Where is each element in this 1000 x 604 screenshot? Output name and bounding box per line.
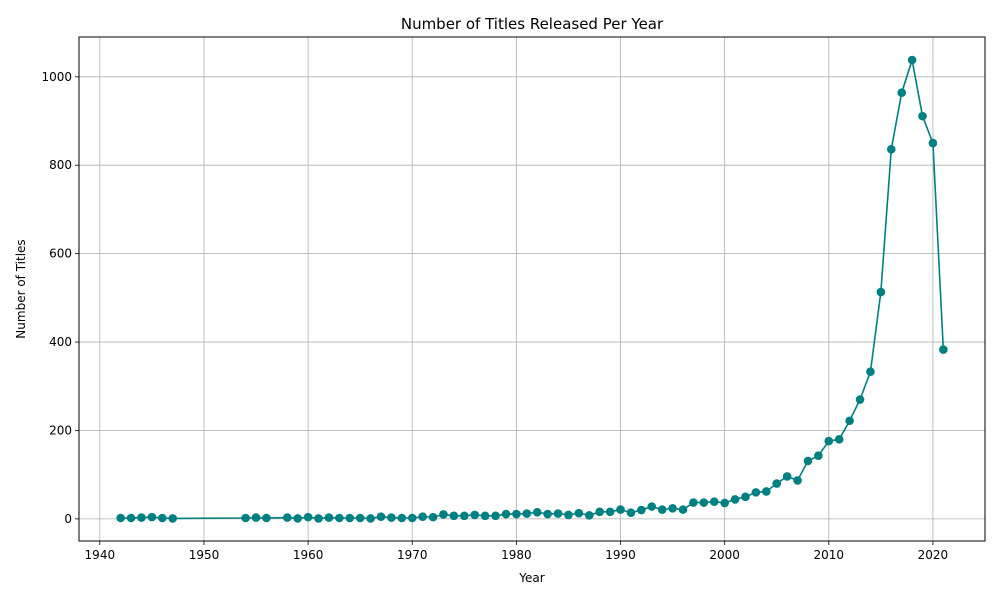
data-point bbox=[584, 511, 594, 520]
x-axis-label: Year bbox=[518, 571, 544, 585]
data-point bbox=[314, 514, 323, 523]
data-point bbox=[647, 502, 657, 511]
x-axis-ticks: 1940 1950 1960 1970 1980 1990 2000 2010 2020 bbox=[85, 541, 949, 562]
y-tick-label: 0 bbox=[64, 512, 72, 526]
data-point bbox=[855, 395, 865, 404]
data-point bbox=[678, 505, 688, 514]
data-point bbox=[918, 111, 927, 121]
data-point bbox=[689, 498, 698, 507]
data-point bbox=[460, 511, 469, 521]
grid-lines bbox=[79, 37, 985, 541]
x-tick-label: 1960 bbox=[293, 548, 324, 562]
data-point bbox=[814, 451, 823, 460]
data-point bbox=[720, 498, 729, 508]
data-point bbox=[928, 138, 938, 148]
data-point bbox=[741, 492, 750, 502]
data-point bbox=[126, 513, 136, 523]
data-point bbox=[730, 495, 740, 504]
data-point bbox=[574, 508, 584, 518]
data-point bbox=[491, 511, 500, 521]
data-point bbox=[657, 505, 667, 514]
y-tick-label: 400 bbox=[49, 335, 72, 349]
data-point bbox=[439, 510, 448, 519]
x-tick-label: 2000 bbox=[709, 548, 740, 562]
data-point bbox=[564, 510, 573, 520]
data-point bbox=[605, 507, 615, 517]
data-point bbox=[241, 513, 250, 523]
data-point bbox=[751, 488, 761, 497]
data-point bbox=[397, 513, 407, 523]
data-point bbox=[595, 507, 604, 517]
data-points bbox=[116, 55, 948, 523]
plot-area-frame bbox=[78, 36, 986, 542]
data-point bbox=[637, 505, 646, 515]
chart-title: Number of Titles Released Per Year bbox=[401, 15, 664, 33]
data-point bbox=[303, 512, 313, 522]
data-point bbox=[470, 510, 480, 520]
data-point bbox=[845, 416, 854, 426]
data-point bbox=[355, 513, 365, 523]
data-point bbox=[543, 509, 552, 519]
data-point bbox=[282, 513, 292, 522]
data-point bbox=[158, 513, 167, 523]
y-axis-ticks: 0 200 400 600 800 1000 bbox=[41, 70, 79, 526]
y-tick-label: 800 bbox=[49, 158, 72, 172]
data-point bbox=[512, 509, 521, 519]
data-point bbox=[387, 513, 396, 522]
data-point bbox=[553, 509, 563, 518]
x-tick-label: 1940 bbox=[85, 548, 116, 562]
y-tick-label: 200 bbox=[49, 423, 72, 437]
x-tick-label: 1990 bbox=[605, 548, 636, 562]
data-point bbox=[147, 512, 157, 522]
data-point bbox=[376, 512, 386, 521]
data-point bbox=[522, 509, 532, 518]
data-point bbox=[907, 55, 917, 65]
data-point bbox=[876, 287, 886, 297]
data-point bbox=[293, 514, 302, 523]
data-point bbox=[616, 505, 625, 514]
data-point bbox=[501, 509, 511, 519]
data-point bbox=[168, 514, 178, 523]
x-tick-label: 1980 bbox=[501, 548, 532, 562]
data-point bbox=[866, 367, 875, 376]
data-point bbox=[824, 436, 834, 446]
data-point bbox=[886, 144, 896, 154]
data-point bbox=[418, 512, 427, 521]
y-tick-label: 1000 bbox=[41, 70, 72, 84]
data-point bbox=[699, 498, 709, 507]
data-point bbox=[668, 503, 677, 513]
data-point bbox=[116, 513, 125, 523]
data-point bbox=[834, 435, 844, 444]
data-point bbox=[407, 513, 417, 523]
data-point bbox=[532, 507, 542, 517]
data-point bbox=[793, 476, 802, 485]
data-point bbox=[137, 513, 146, 522]
data-point bbox=[345, 513, 355, 523]
data-point bbox=[428, 512, 438, 522]
data-point bbox=[803, 456, 813, 466]
data-point bbox=[772, 479, 782, 488]
data-point bbox=[939, 345, 948, 354]
data-point bbox=[480, 511, 490, 521]
y-tick-label: 600 bbox=[49, 247, 72, 261]
data-point bbox=[251, 513, 261, 522]
x-tick-label: 2020 bbox=[918, 548, 949, 562]
x-tick-label: 1950 bbox=[189, 548, 220, 562]
data-point bbox=[366, 514, 375, 523]
data-point bbox=[262, 513, 271, 523]
data-point bbox=[626, 508, 636, 518]
x-tick-label: 2010 bbox=[814, 548, 845, 562]
x-tick-label: 1970 bbox=[397, 548, 428, 562]
data-point bbox=[897, 88, 906, 98]
y-axis-label: Number of Titles bbox=[14, 239, 28, 338]
data-point bbox=[449, 511, 459, 521]
data-point bbox=[335, 513, 344, 523]
data-point bbox=[762, 487, 771, 496]
data-point bbox=[324, 513, 334, 522]
data-point bbox=[782, 472, 792, 481]
data-point bbox=[709, 497, 719, 506]
